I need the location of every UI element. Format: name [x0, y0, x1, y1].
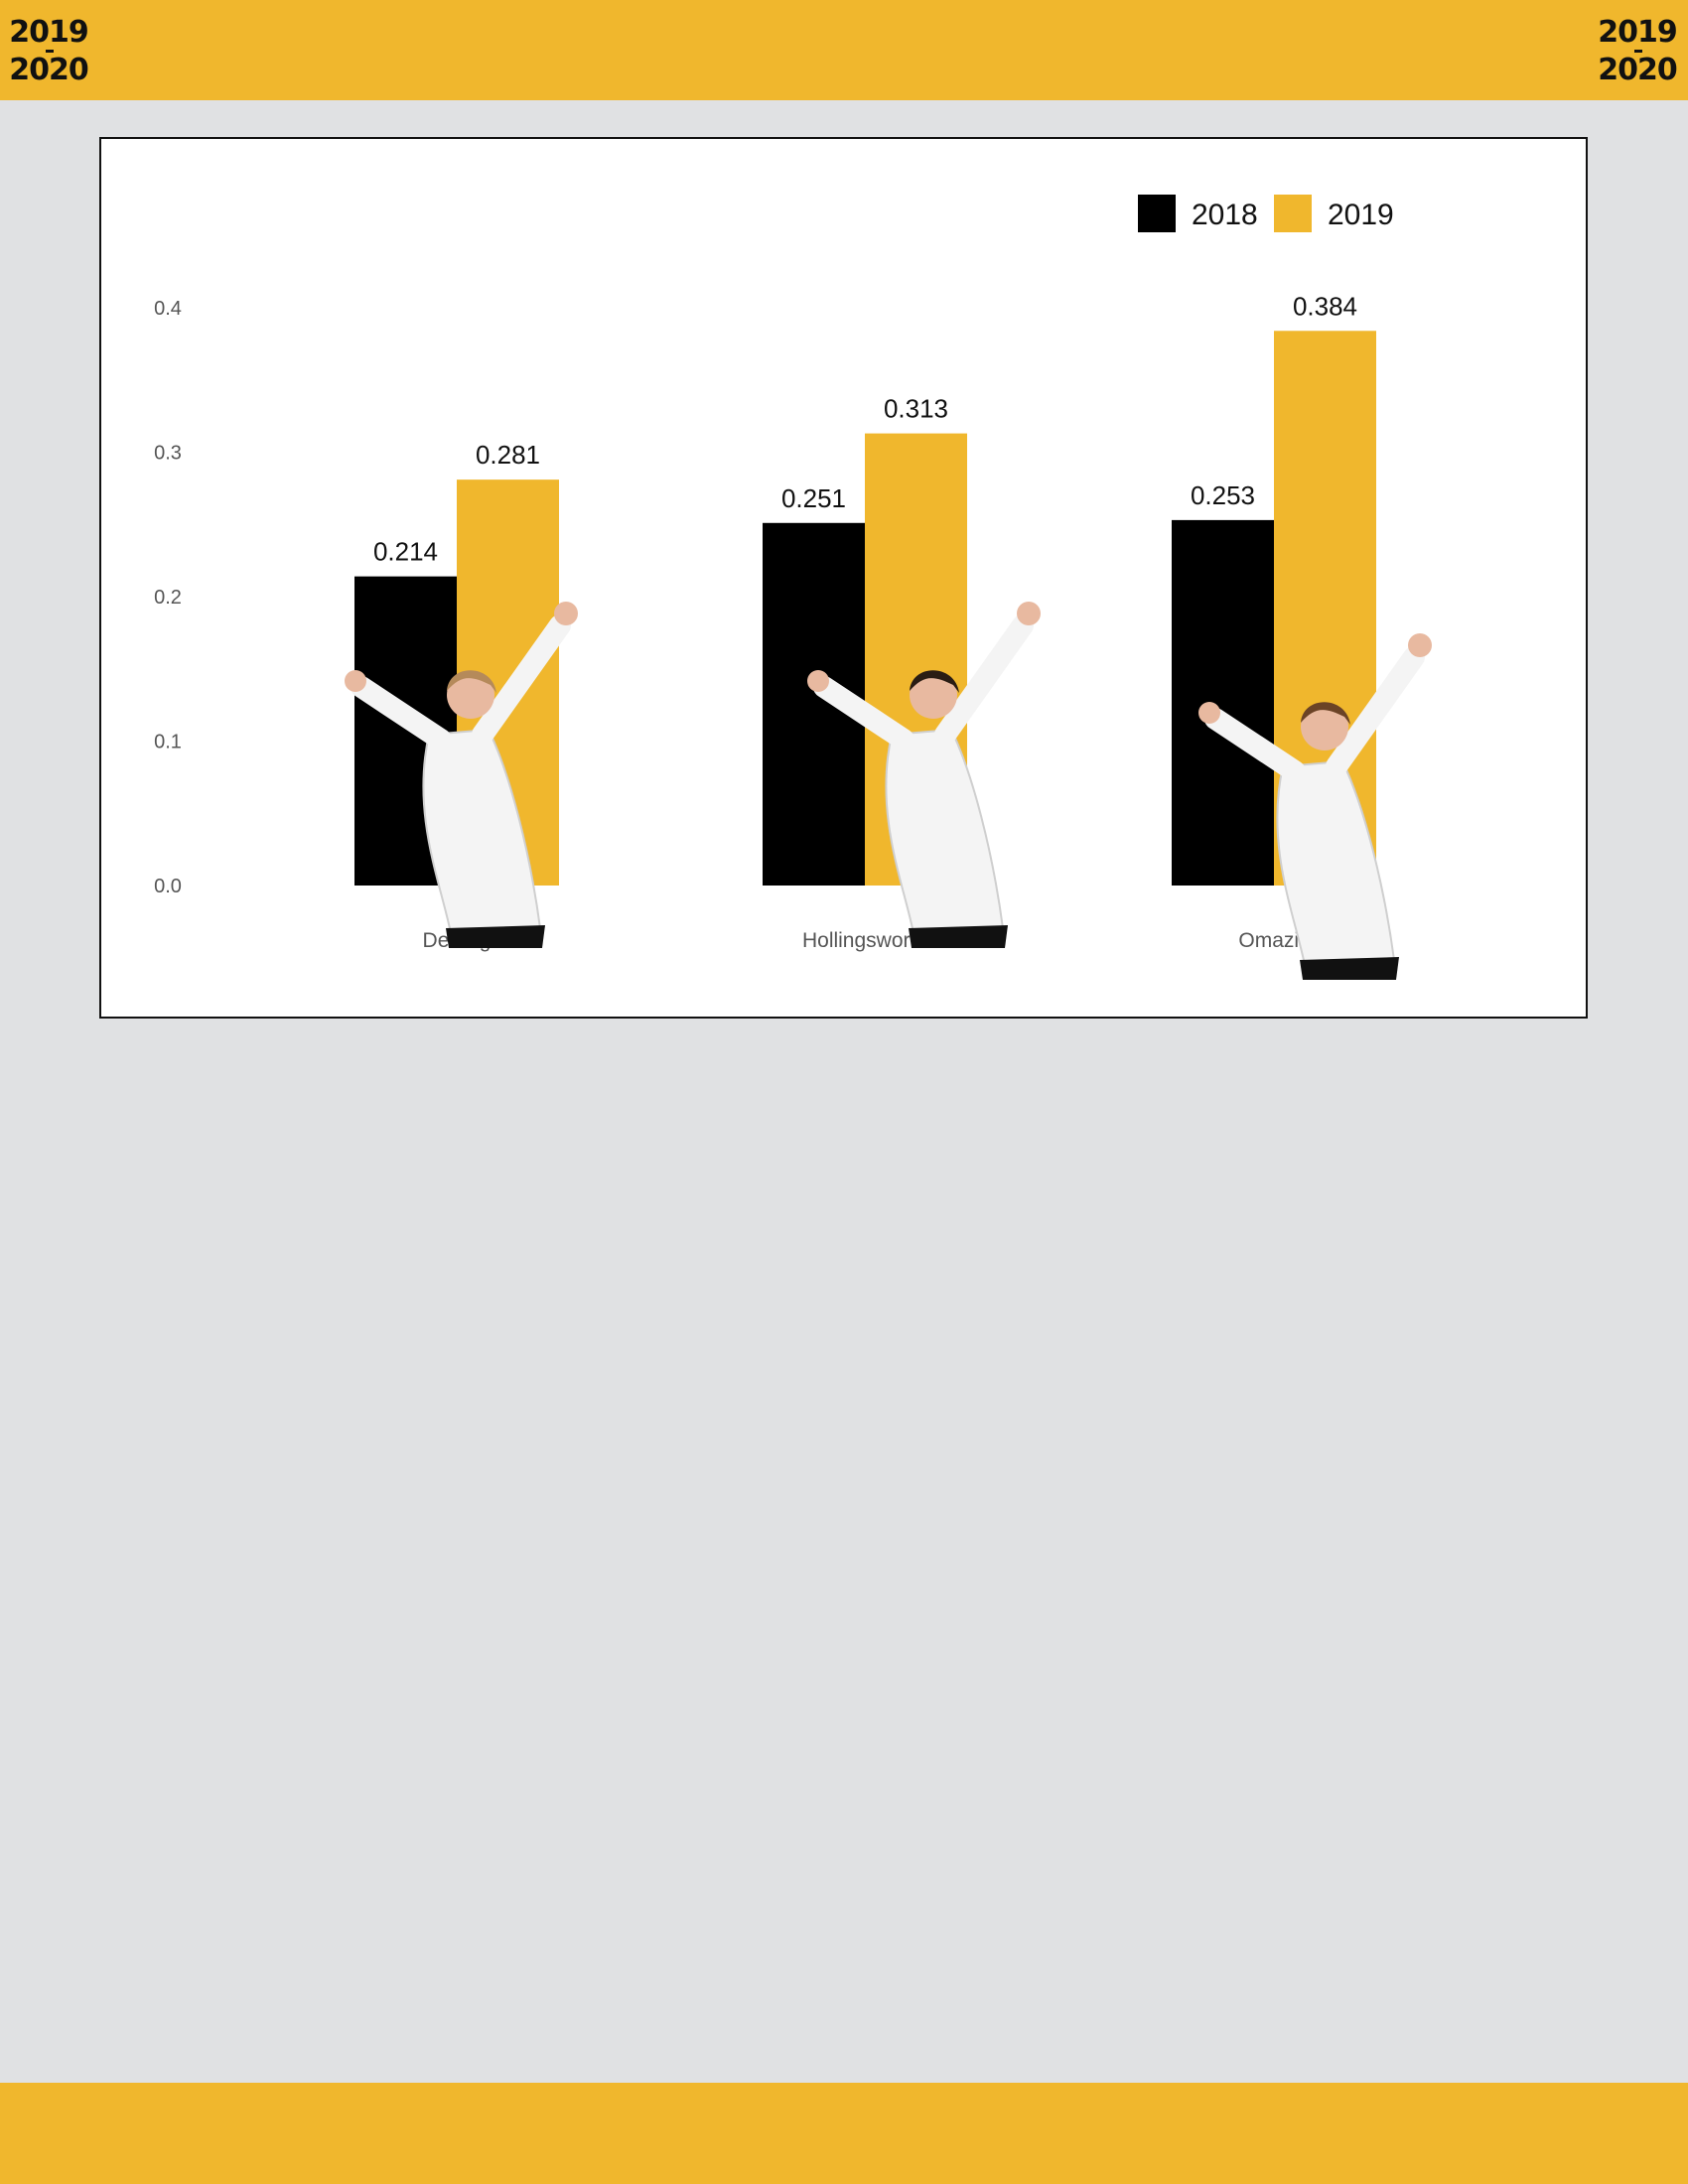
y-tick-label: 0.1	[154, 732, 182, 753]
legend-swatch-2018	[1138, 195, 1176, 232]
bar-2018-omazic	[1172, 519, 1274, 886]
footer-band	[0, 2083, 1688, 2184]
season-label-right: 2019 2020	[1593, 14, 1682, 89]
volleyball-player-11-photo	[807, 602, 1041, 948]
season-label-left: 2019 2020	[4, 14, 93, 89]
season-start-left: 2019	[9, 15, 89, 50]
y-tick-label: 0.2	[154, 587, 182, 609]
value-label: 0.313	[884, 394, 948, 424]
legend-swatch-2019	[1274, 195, 1312, 232]
volleyball-player-9-photo	[1198, 633, 1432, 980]
season-dash-right	[1634, 50, 1642, 53]
bar-chart: 0.00.10.20.30.40.2140.281Deberg0.2510.31…	[154, 195, 1432, 980]
legend-label-2019: 2019	[1328, 199, 1394, 231]
volleyball-player-12-photo	[345, 602, 578, 948]
legend-label-2018: 2018	[1192, 199, 1258, 231]
value-label: 0.214	[373, 537, 438, 567]
season-dash-left	[46, 50, 54, 53]
season-start-right: 2019	[1598, 15, 1678, 50]
chart-panel: 0.00.10.20.30.40.2140.281Deberg0.2510.31…	[99, 137, 1588, 1019]
y-tick-label: 0.3	[154, 443, 182, 465]
category-label: Omazic	[1238, 929, 1309, 952]
value-label: 0.253	[1191, 480, 1255, 510]
y-tick-label: 0.0	[154, 876, 182, 897]
category-label: Hollingsworth	[802, 929, 927, 952]
value-label: 0.281	[476, 440, 540, 470]
season-end-right: 2020	[1598, 53, 1678, 87]
value-label: 0.251	[781, 483, 846, 513]
season-end-left: 2020	[9, 53, 89, 87]
value-label: 0.384	[1293, 291, 1357, 321]
header-band: 2019 2020 2019 2020	[0, 0, 1688, 100]
y-tick-label: 0.4	[154, 298, 182, 320]
